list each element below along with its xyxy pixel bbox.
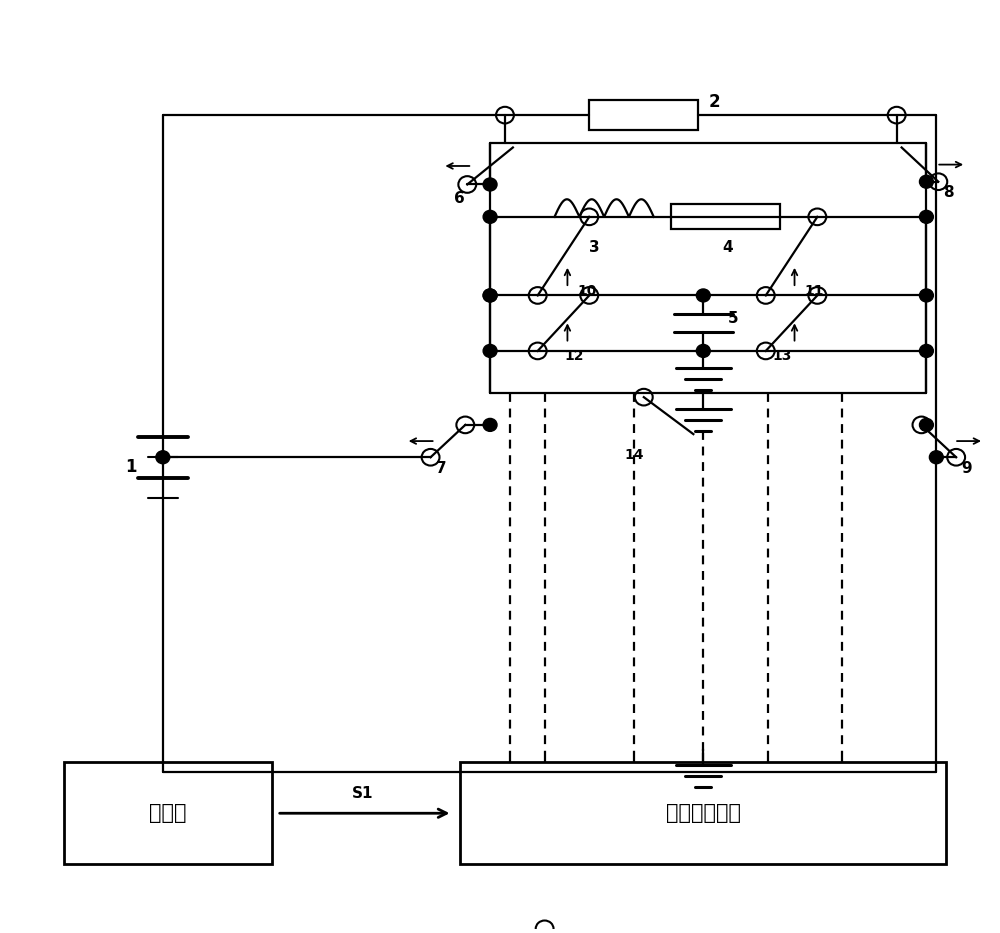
Text: 1: 1 — [125, 457, 137, 476]
Circle shape — [483, 289, 497, 302]
Bar — [64, 762, 272, 864]
Text: 12: 12 — [564, 349, 584, 363]
Text: 3: 3 — [589, 240, 600, 255]
Circle shape — [696, 344, 710, 357]
Text: 9: 9 — [961, 461, 972, 476]
Text: 6: 6 — [454, 191, 464, 206]
Text: S1: S1 — [351, 787, 373, 801]
Text: 13: 13 — [773, 349, 792, 363]
Circle shape — [696, 289, 710, 302]
Circle shape — [483, 289, 497, 302]
Text: 4: 4 — [723, 240, 733, 255]
Circle shape — [929, 451, 943, 464]
Circle shape — [919, 210, 933, 223]
Circle shape — [919, 175, 933, 188]
Circle shape — [483, 344, 497, 357]
Text: 信号源: 信号源 — [149, 803, 187, 823]
Text: 14: 14 — [624, 448, 644, 462]
Text: 10: 10 — [577, 284, 597, 298]
Text: 11: 11 — [804, 284, 824, 298]
Circle shape — [919, 418, 933, 431]
Circle shape — [483, 418, 497, 431]
Text: 7: 7 — [436, 461, 446, 476]
Circle shape — [919, 289, 933, 302]
Circle shape — [483, 210, 497, 223]
Circle shape — [919, 344, 933, 357]
Text: 2: 2 — [708, 92, 720, 110]
Bar — [460, 762, 946, 864]
Bar — [589, 100, 698, 131]
Text: 5: 5 — [728, 311, 739, 326]
Bar — [671, 204, 780, 230]
Text: 开关控制部分: 开关控制部分 — [666, 803, 741, 823]
Circle shape — [483, 178, 497, 191]
Circle shape — [156, 451, 170, 464]
Text: 8: 8 — [943, 186, 954, 201]
